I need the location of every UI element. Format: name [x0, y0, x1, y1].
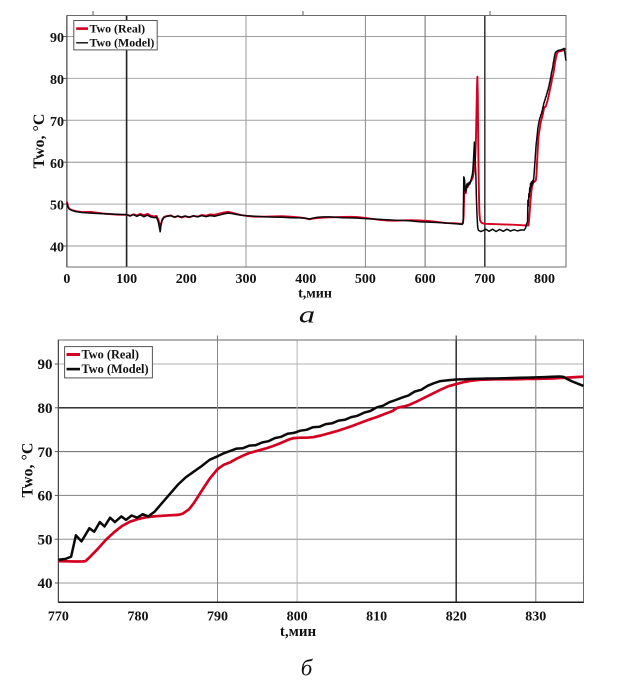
svg-text:50: 50 [50, 199, 64, 214]
svg-text:60: 60 [38, 489, 53, 505]
svg-text:90: 90 [50, 31, 64, 46]
svg-text:t,мин: t,мин [298, 287, 332, 302]
svg-text:80: 80 [50, 73, 64, 88]
svg-text:40: 40 [38, 576, 53, 592]
svg-text:50: 50 [38, 532, 53, 548]
svg-text:Two (Real): Two (Real) [82, 347, 140, 361]
svg-text:790: 790 [207, 610, 228, 625]
svg-text:Two, °C: Two, °C [20, 443, 37, 498]
svg-text:100: 100 [116, 272, 137, 287]
svg-text:810: 810 [366, 610, 387, 625]
svg-text:70: 70 [50, 115, 64, 130]
svg-text:700: 700 [474, 272, 495, 287]
svg-text:Two, °C: Two, °C [31, 114, 48, 169]
svg-text:90: 90 [38, 357, 53, 373]
svg-text:300: 300 [236, 272, 257, 287]
svg-text:Two (Real): Two (Real) [90, 21, 146, 35]
svg-text:Two (Model): Two (Model) [90, 36, 155, 50]
svg-text:600: 600 [415, 272, 436, 287]
svg-text:500: 500 [355, 272, 376, 287]
svg-text:820: 820 [446, 610, 467, 625]
svg-text:830: 830 [525, 610, 546, 625]
svg-text:t,мин: t,мин [280, 624, 317, 640]
svg-text:770: 770 [48, 610, 69, 625]
svg-text:400: 400 [295, 272, 316, 287]
svg-text:80: 80 [38, 401, 53, 417]
svg-text:800: 800 [287, 610, 308, 625]
svg-text:60: 60 [50, 157, 64, 172]
svg-text:а: а [299, 302, 315, 328]
svg-text:200: 200 [176, 272, 197, 287]
svg-text:0: 0 [63, 272, 70, 287]
svg-text:б: б [301, 655, 314, 680]
svg-text:800: 800 [534, 272, 555, 287]
svg-text:70: 70 [38, 445, 53, 461]
svg-text:780: 780 [128, 610, 149, 625]
svg-text:40: 40 [50, 241, 64, 256]
svg-text:Two (Model): Two (Model) [82, 362, 149, 376]
